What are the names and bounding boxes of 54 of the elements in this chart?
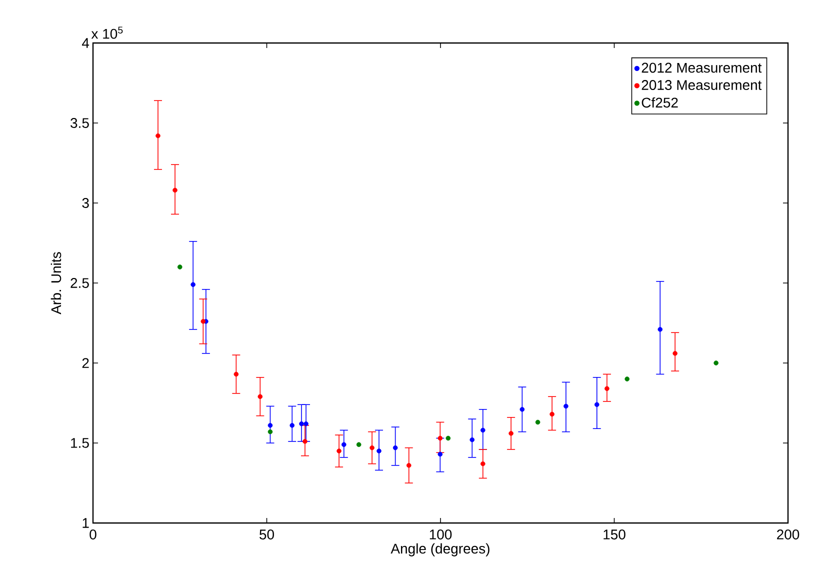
point <box>604 386 610 391</box>
point <box>190 282 196 287</box>
point <box>268 423 273 428</box>
x-tick-label: 100 <box>430 530 452 540</box>
y-axis-title: Arb. Units <box>50 252 62 314</box>
point <box>356 442 362 447</box>
legend-label: 2013 Measurement <box>642 80 762 90</box>
point <box>370 445 374 450</box>
point <box>290 423 295 428</box>
point <box>658 327 663 332</box>
point <box>172 188 178 193</box>
point <box>520 407 525 412</box>
y-tick-label: 2 <box>82 358 89 368</box>
point <box>304 421 308 426</box>
y-tick-label: 1 <box>82 518 89 528</box>
point <box>438 452 443 457</box>
point <box>234 372 239 377</box>
point <box>268 429 273 434</box>
point <box>336 448 342 454</box>
y-tick-label: 3 <box>82 198 89 208</box>
point <box>200 319 206 324</box>
legend-label: Cf252 <box>642 97 678 108</box>
x-tick-label: 200 <box>777 530 800 540</box>
point <box>302 439 308 444</box>
point <box>594 402 600 407</box>
x-axis-title: Angle (degrees) <box>390 543 490 556</box>
point <box>672 351 678 356</box>
point <box>156 133 160 138</box>
y-tick-label: 2.5 <box>70 278 89 288</box>
point <box>177 264 182 270</box>
point <box>480 428 486 433</box>
point <box>470 437 475 442</box>
x-tick-label: 50 <box>260 530 274 540</box>
point <box>376 448 382 454</box>
text: x 10$^{5}$ <box>91 26 123 39</box>
point <box>480 461 486 466</box>
x-tick-label: 0 <box>90 530 96 540</box>
x-tick-label: 150 <box>604 530 626 540</box>
point <box>535 420 540 425</box>
point <box>299 421 304 426</box>
point <box>508 431 514 436</box>
point <box>624 376 630 382</box>
point <box>342 442 346 447</box>
point <box>446 436 451 441</box>
legend-label: 2012 Measurement <box>642 62 762 73</box>
point <box>714 360 718 366</box>
y-tick-label: 4 <box>82 38 90 48</box>
point <box>392 445 398 450</box>
point <box>564 404 568 409</box>
y-tick-label: 1.5 <box>71 438 89 448</box>
point <box>550 412 554 417</box>
y-tick-label: 3.5 <box>70 118 89 128</box>
point <box>258 394 263 399</box>
point <box>406 463 412 468</box>
